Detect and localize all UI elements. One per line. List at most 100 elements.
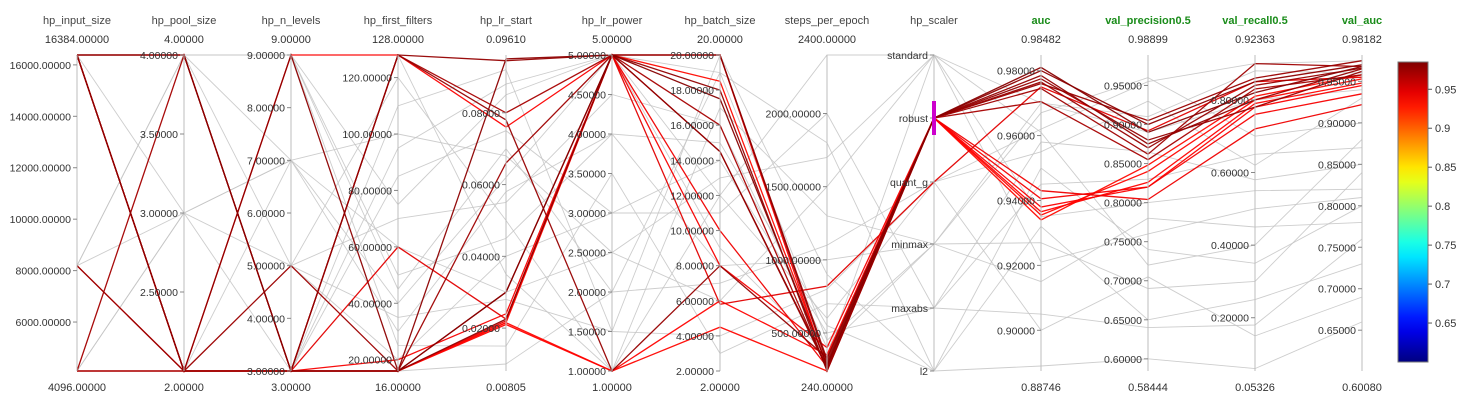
axis-max-label: 0.09610 bbox=[486, 34, 526, 46]
colorbar-tick-label: 0.8 bbox=[1435, 201, 1450, 213]
axis-tick-label: 0.70000 bbox=[1318, 284, 1356, 296]
axis-min-label: 0.88746 bbox=[1021, 382, 1061, 394]
axis-max-label: 16384.00000 bbox=[45, 34, 109, 46]
axis: steps_per_epoch 2400.00000 240.00000 500.00… bbox=[766, 15, 870, 394]
axis-tick-label: 6.00000 bbox=[676, 296, 714, 308]
axis-tick-label: 0.75000 bbox=[1104, 237, 1142, 249]
axis-tick-label: 16000.00000 bbox=[10, 60, 71, 72]
axis-min-label: 1.00000 bbox=[592, 382, 632, 394]
axis-tick-label: 0.80000 bbox=[1318, 201, 1356, 213]
category-label: quant_g bbox=[890, 177, 928, 189]
axis-title: hp_n_levels bbox=[262, 15, 321, 27]
axis-tick-label: 18.00000 bbox=[670, 85, 714, 97]
axis-title: val_auc bbox=[1342, 15, 1382, 27]
colorbar-tick-label: 0.7 bbox=[1435, 279, 1450, 291]
axis-tick-label: 1500.00000 bbox=[766, 182, 822, 194]
colorbar-tick-label: 0.9 bbox=[1435, 123, 1450, 135]
axis-tick-label: 2.00000 bbox=[676, 366, 714, 378]
axis-tick-label: 0.60000 bbox=[1104, 354, 1142, 366]
axis-title: hp_lr_power bbox=[582, 15, 643, 27]
axis-tick-label: 3.00000 bbox=[140, 208, 178, 220]
axis-max-label: 128.00000 bbox=[372, 34, 424, 46]
axis-tick-label: 0.04000 bbox=[462, 251, 500, 263]
axis-title: steps_per_epoch bbox=[785, 15, 869, 27]
axis-tick-label: 0.20000 bbox=[1211, 313, 1249, 325]
axis-tick-label: 5.00000 bbox=[568, 50, 606, 62]
axis-min-label: 0.58444 bbox=[1128, 382, 1168, 394]
axis: hp_lr_start 0.09610 0.00805 0.02000 0.04000 0… bbox=[462, 15, 532, 394]
axis-tick-label: 0.65000 bbox=[1318, 325, 1356, 337]
axis-tick-label: 20.00000 bbox=[670, 50, 714, 62]
axis-tick-label: 12.00000 bbox=[670, 190, 714, 202]
axis: val_auc 0.98182 0.60080 0.65000 0.70000 0.750… bbox=[1318, 15, 1382, 394]
axis-tick-label: 12000.00000 bbox=[10, 163, 71, 175]
brush-highlight bbox=[932, 101, 936, 135]
axis-tick-label: 5.00000 bbox=[247, 261, 285, 273]
axis: hp_n_levels 9.00000 3.00000 3.00000 4.00000 5… bbox=[247, 15, 321, 394]
axis-tick-label: 0.98000 bbox=[997, 66, 1035, 78]
axis: val_recall0.5 0.92363 0.05326 0.20000 0.4000… bbox=[1211, 15, 1288, 394]
axis-max-label: 0.98182 bbox=[1342, 34, 1382, 46]
axis-tick-label: 0.95000 bbox=[1318, 76, 1356, 88]
axis-tick-label: 8000.00000 bbox=[16, 266, 72, 278]
axis-min-label: 0.00805 bbox=[486, 382, 526, 394]
axis-tick-label: 4.50000 bbox=[568, 90, 606, 102]
axis: hp_first_filters 128.00000 16.00000 20.0000… bbox=[342, 15, 432, 394]
axis-tick-label: 0.60000 bbox=[1211, 167, 1249, 179]
axis-tick-label: 6.00000 bbox=[247, 208, 285, 220]
axis-tick-label: 4.00000 bbox=[247, 313, 285, 325]
axis-tick-label: 0.75000 bbox=[1318, 242, 1356, 254]
axis-tick-label: 8.00000 bbox=[247, 103, 285, 115]
axis-tick-label: 0.92000 bbox=[997, 260, 1035, 272]
axis-tick-label: 7.00000 bbox=[247, 155, 285, 167]
axis-tick-label: 8.00000 bbox=[676, 261, 714, 273]
axis-title: auc bbox=[1032, 15, 1051, 27]
axis-title: hp_lr_start bbox=[480, 15, 532, 27]
colorbar-tick-label: 0.95 bbox=[1435, 84, 1456, 96]
axis-title: hp_first_filters bbox=[364, 15, 433, 27]
axis-tick-label: 0.90000 bbox=[1104, 120, 1142, 132]
axis-tick-label: 10.00000 bbox=[670, 226, 714, 238]
axis: hp_input_size 16384.00000 4096.00000 6000.0… bbox=[10, 15, 111, 394]
axis-tick-label: 0.94000 bbox=[997, 195, 1035, 207]
axis-tick-label: 0.06000 bbox=[462, 180, 500, 192]
axis-max-label: 0.98899 bbox=[1128, 34, 1168, 46]
axis-tick-label: 0.90000 bbox=[1318, 118, 1356, 130]
axis-tick-label: 3.00000 bbox=[247, 366, 285, 378]
axis-tick-label: 0.85000 bbox=[1104, 159, 1142, 171]
axis-tick-label: 2.50000 bbox=[140, 287, 178, 299]
axis-tick-label: 16.00000 bbox=[670, 120, 714, 132]
axis-min-label: 0.60080 bbox=[1342, 382, 1382, 394]
axis-min-label: 2.00000 bbox=[164, 382, 204, 394]
axis-tick-label: 2.50000 bbox=[568, 248, 606, 260]
axis-tick-label: 9.00000 bbox=[247, 50, 285, 62]
axis-max-label: 0.98482 bbox=[1021, 34, 1061, 46]
axis-tick-label: 1000.00000 bbox=[766, 255, 822, 267]
axis-max-label: 9.00000 bbox=[271, 34, 311, 46]
axis-tick-label: 14.00000 bbox=[670, 155, 714, 167]
axis-tick-label: 40.00000 bbox=[348, 298, 392, 310]
axis: val_precision0.5 0.98899 0.58444 0.60000 0.6… bbox=[1104, 15, 1191, 394]
axis-min-label: 240.00000 bbox=[801, 382, 853, 394]
axis-tick-label: 2.00000 bbox=[568, 287, 606, 299]
axis-min-label: 0.05326 bbox=[1235, 382, 1275, 394]
axis-tick-label: 14000.00000 bbox=[10, 111, 71, 123]
axis-tick-label: 0.96000 bbox=[997, 131, 1035, 143]
axis-tick-label: 80.00000 bbox=[348, 185, 392, 197]
category-label: minmax bbox=[891, 239, 929, 251]
axis-tick-label: 6000.00000 bbox=[16, 317, 72, 329]
category-label: maxabs bbox=[891, 303, 928, 315]
axis-tick-label: 0.08000 bbox=[462, 108, 500, 120]
axis-title: hp_scaler bbox=[910, 15, 958, 27]
axis-tick-label: 4.00000 bbox=[676, 331, 714, 343]
axis-title: hp_pool_size bbox=[152, 15, 217, 27]
axis-tick-label: 0.02000 bbox=[462, 323, 500, 335]
axis-max-label: 20.00000 bbox=[697, 34, 743, 46]
axis-tick-label: 4.00000 bbox=[140, 50, 178, 62]
axis-max-label: 2400.00000 bbox=[798, 34, 856, 46]
category-label: standard bbox=[887, 50, 928, 62]
colorbar-tick-label: 0.75 bbox=[1435, 240, 1456, 252]
axis-tick-label: 2000.00000 bbox=[766, 109, 822, 121]
